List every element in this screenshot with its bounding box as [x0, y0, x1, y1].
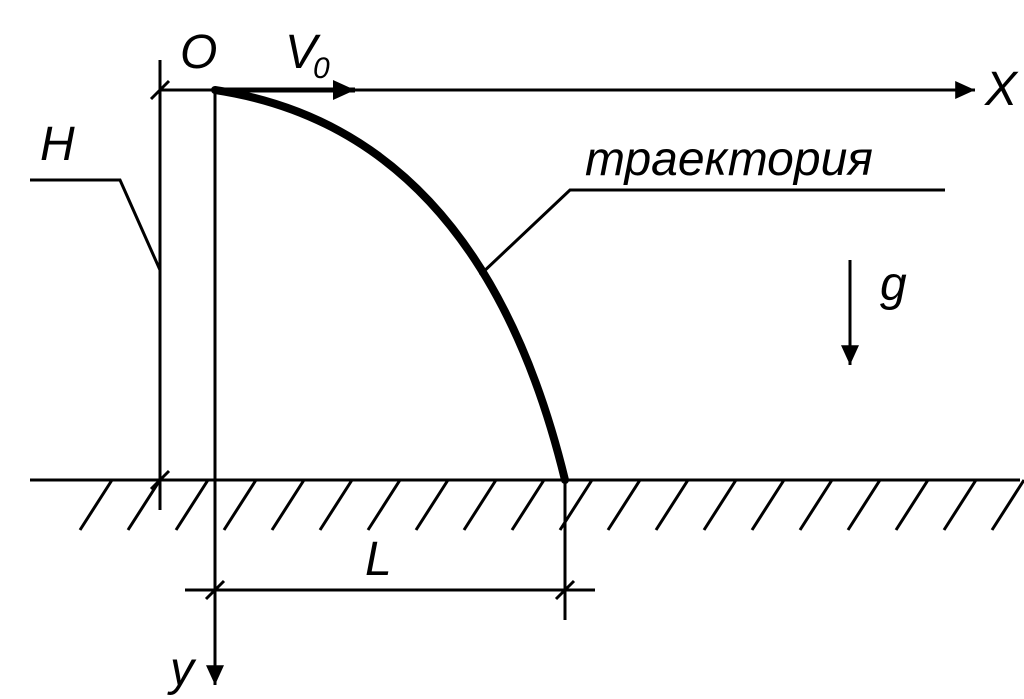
- ground-hatch: [80, 480, 112, 530]
- ground-hatch: [176, 480, 208, 530]
- ground-hatch: [368, 480, 400, 530]
- ground-hatch: [272, 480, 304, 530]
- label-origin: O: [180, 26, 217, 79]
- ground-hatch: [656, 480, 688, 530]
- ground-hatch: [752, 480, 784, 530]
- label-g: g: [880, 258, 907, 311]
- label-x: X: [984, 63, 1019, 116]
- trajectory-curve: [215, 90, 565, 480]
- ground-hatch: [704, 480, 736, 530]
- label-h: H: [40, 118, 75, 171]
- label-v0-sub: 0: [313, 52, 330, 85]
- ground-hatch: [800, 480, 832, 530]
- leader-trajectory: [480, 190, 945, 275]
- ground-hatch: [416, 480, 448, 530]
- ground-hatch: [224, 480, 256, 530]
- ground-hatch: [896, 480, 928, 530]
- ground-hatch: [320, 480, 352, 530]
- ground-hatch: [464, 480, 496, 530]
- ground-hatch: [992, 480, 1024, 530]
- label-y: y: [167, 643, 197, 696]
- v0-arrow-head: [333, 80, 355, 100]
- x-axis-arrow: [955, 81, 975, 99]
- ground-hatch: [608, 480, 640, 530]
- y-axis-arrow: [206, 665, 224, 685]
- ground-hatch: [128, 480, 160, 530]
- ground-hatch: [944, 480, 976, 530]
- label-l: L: [365, 533, 392, 586]
- g-arrow-head: [841, 345, 859, 365]
- leader-h: [30, 180, 160, 270]
- label-trajectory: траектория: [585, 133, 873, 186]
- ground-hatch: [512, 480, 544, 530]
- ground-hatch: [848, 480, 880, 530]
